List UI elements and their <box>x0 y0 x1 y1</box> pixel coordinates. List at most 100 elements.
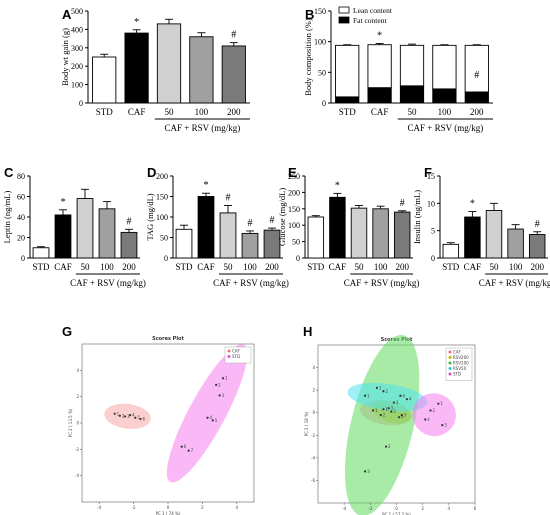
score-point-label-rsv50: 3 <box>396 400 399 405</box>
score-point-rsv50 <box>382 390 385 393</box>
x-tick-label-d: CAF <box>197 262 215 272</box>
x-tick-label-f: STD <box>442 262 460 272</box>
y-tick-label-a: 400 <box>71 25 83 34</box>
bar-e-caf <box>329 196 346 259</box>
score-point-std <box>206 416 209 419</box>
y-tick-label-h: 2 <box>312 388 315 393</box>
y-tick-label-e: 50 <box>292 238 300 247</box>
score-point-label-rsv50: 2 <box>385 389 388 394</box>
score-point-caf <box>123 415 127 418</box>
significance-mark-d: * <box>204 180 209 191</box>
bar-f-200 <box>528 234 546 259</box>
score-point-caf <box>134 416 137 419</box>
y-tick-label-g: 0 <box>76 421 79 426</box>
score-point-caf <box>139 417 142 421</box>
bar-b-fat-content <box>464 91 489 104</box>
y-tick-label-d: 0 <box>164 254 168 263</box>
bar-f-100 <box>507 228 524 259</box>
score-point-std <box>437 402 440 405</box>
bar-c-caf <box>54 214 72 259</box>
legend-label-rsv100: RSV100 <box>453 361 469 366</box>
score-point-caf <box>371 409 375 412</box>
y-tick-label-h: 4 <box>312 365 315 370</box>
y-tick-label-h: -4 <box>311 455 315 460</box>
legend-marker-caf <box>227 349 231 353</box>
x-tick-label-b: 200 <box>470 107 484 117</box>
legend-marker-caf <box>448 350 452 354</box>
x-tick-label-a: STD <box>96 107 114 117</box>
score-point-std <box>211 419 214 422</box>
score-point-std <box>180 445 183 448</box>
bar-e-std <box>307 216 325 259</box>
significance-mark-b: # <box>474 70 479 81</box>
score-point-label-rsv100: 3 <box>367 469 370 474</box>
panel-label-d: D <box>147 165 156 180</box>
y-tick-label-c: 60 <box>17 193 25 202</box>
x-tick-label-h: -2 <box>368 506 372 511</box>
significance-mark-a: * <box>134 17 139 28</box>
y-tick-label-b: 0 <box>322 99 326 108</box>
group-label-a: CAF + RSV (mg/kg) <box>165 123 241 133</box>
score-point-label-caf: 4 <box>401 415 404 420</box>
y-tick-label-h: 0 <box>312 410 315 415</box>
panel-label-c: C <box>4 165 14 180</box>
y-tick-label-f: 15 <box>427 172 435 181</box>
y-tick-label-e: 0 <box>296 254 300 263</box>
significance-mark-a: # <box>231 30 236 41</box>
group-label-b: CAF + RSV (mg/kg) <box>408 123 484 133</box>
y-tick-label-e: 250 <box>288 172 300 181</box>
bar-c-200 <box>120 231 138 259</box>
significance-mark-f: # <box>535 219 540 230</box>
x-tick-label-a: CAF <box>128 107 146 117</box>
panel-label-e: E <box>288 165 297 180</box>
score-point-std <box>221 377 225 380</box>
score-point-label-std: 2 <box>433 408 436 413</box>
y-axis-label-b: Body composition (%) <box>303 18 313 96</box>
y-tick-label-e: 100 <box>288 221 300 230</box>
score-point-label-rsv200: 2 <box>393 409 396 414</box>
x-tick-label-a: 200 <box>227 107 241 117</box>
panel-label-h: H <box>303 324 312 339</box>
significance-mark-d: # <box>248 218 253 229</box>
confidence-ellipse-std <box>412 393 456 437</box>
legend-marker-rsv50 <box>448 367 452 370</box>
score-point-label-caf: 1 <box>117 411 120 416</box>
bar-c-std <box>32 247 50 259</box>
score-point-label-rsv50: 1 <box>367 393 370 398</box>
score-point-caf <box>379 413 382 417</box>
y-tick-label-e: 200 <box>288 188 300 197</box>
x-tick-label-c: 50 <box>81 262 91 272</box>
score-point-caf <box>113 412 116 415</box>
y-tick-label-g: 4 <box>76 368 79 373</box>
x-tick-label-b: CAF <box>371 107 389 117</box>
x-tick-label-g: -4 <box>97 505 101 510</box>
x-tick-label-e: 200 <box>395 262 409 272</box>
x-tick-label-g: -2 <box>132 505 136 510</box>
legend-marker-std <box>227 355 231 358</box>
x-tick-label-e: 100 <box>374 262 388 272</box>
significance-mark-f: * <box>470 199 475 210</box>
bar-e-100 <box>372 208 389 259</box>
x-tick-label-a: 50 <box>165 107 175 117</box>
score-point-label-caf: 3 <box>391 406 394 411</box>
score-point-label-rsv100: 1 <box>379 385 382 390</box>
y-tick-label-d: 200 <box>156 172 168 181</box>
bar-f-50 <box>485 209 503 259</box>
score-point-label-caf: 2 <box>383 412 386 417</box>
panel-label-f: F <box>424 165 432 180</box>
score-point-label-std: 4 <box>427 417 430 422</box>
y-tick-label-a: 500 <box>71 7 83 16</box>
legend-marker-rsv200 <box>448 356 452 359</box>
y-tick-label-h: -2 <box>311 433 315 438</box>
significance-mark-e: # <box>400 198 405 209</box>
score-point-label-std: 1 <box>440 401 443 406</box>
x-tick-label-e: 50 <box>355 262 365 272</box>
confidence-ellipse-rsv100 <box>345 335 420 515</box>
y-tick-label-c: 20 <box>17 234 25 243</box>
score-point-label-std: 1 <box>225 376 228 381</box>
score-point-label-std: 3 <box>222 393 225 398</box>
score-point-caf <box>129 414 132 417</box>
score-point-std <box>218 394 221 397</box>
score-point-std <box>187 449 190 452</box>
